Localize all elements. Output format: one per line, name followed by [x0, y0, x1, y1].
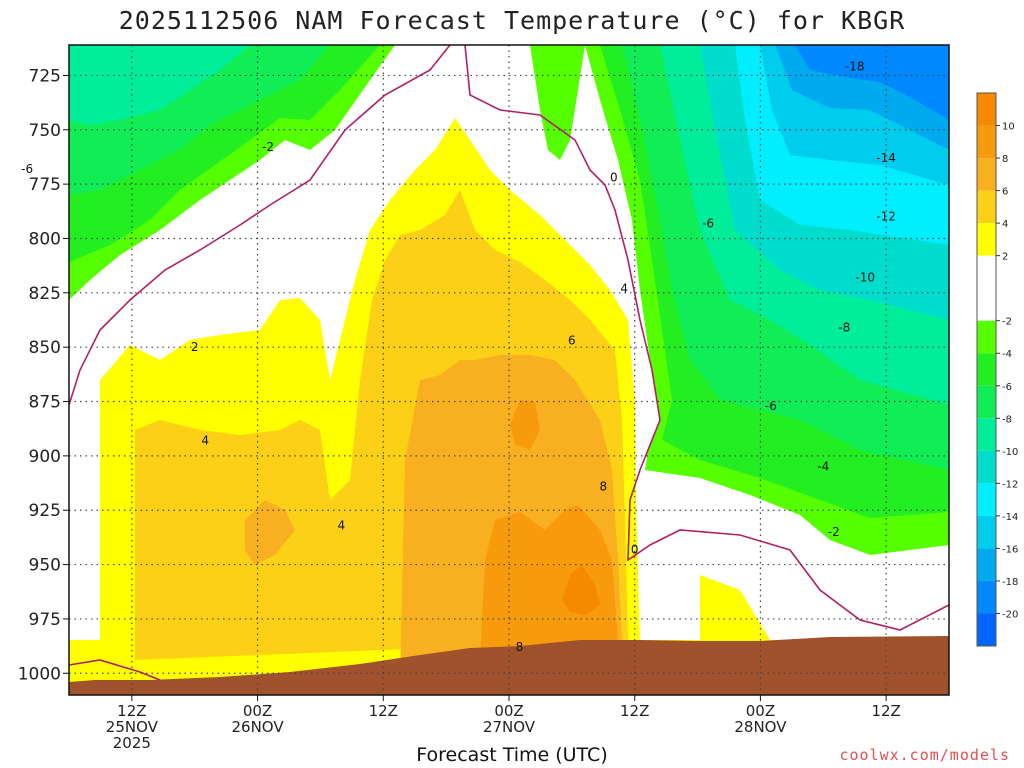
colorbar-band — [977, 125, 996, 159]
colorbar: 10 8 6 4 2 -2 -4 -6 -8 -10 -12 -14 -16 -18 -20 — [976, 92, 1018, 647]
y-tick-label: 900 — [29, 447, 61, 467]
colorbar-band — [977, 418, 996, 451]
contour-label: -14 — [876, 151, 896, 165]
colorbar-tick-label: -18 — [1002, 577, 1018, 588]
fill-plus8-b — [510, 400, 540, 450]
contour-labels: -18 -14 -12 -10 -8 -6 -6 -6 -4 -2 -2 0 0 2 4 4 4 6 8 8 — [21, 60, 896, 654]
colorbar-tick-label: -16 — [1002, 544, 1018, 555]
contour-label: 4 — [201, 434, 209, 448]
fill-plus10 — [562, 565, 600, 615]
contour-label: -6 — [702, 216, 714, 230]
y-tick-label: 1000 — [18, 664, 61, 684]
y-tick-label: 875 — [29, 393, 61, 413]
x-tick-label: 12Z — [871, 702, 900, 720]
colorbar-tick-label: 2 — [1002, 252, 1008, 263]
y-tick-label: 800 — [29, 229, 61, 249]
colorbar-band — [977, 320, 996, 354]
contour-label: -18 — [845, 60, 865, 74]
x-tick-label: 00Z — [243, 702, 272, 720]
colorbar-frame — [976, 92, 997, 647]
colorbar-band — [977, 385, 996, 419]
contour-label: -12 — [876, 210, 896, 224]
x-tick-label: 12Z — [369, 702, 398, 720]
contour-label: 2 — [191, 340, 199, 354]
y-tick-label: 750 — [29, 121, 61, 141]
y-tick-label: 850 — [29, 338, 61, 358]
x-tick-label: 12Z — [117, 702, 146, 720]
x-tick-label: 00Z — [746, 702, 775, 720]
y-tick-label: 725 — [29, 66, 61, 86]
contour-label: -10 — [855, 271, 875, 285]
contour-label: 8 — [516, 640, 524, 654]
colorbar-band — [977, 255, 996, 321]
y-tick-label: 775 — [29, 175, 61, 195]
colorbar-tick-label: 6 — [1002, 187, 1008, 198]
colorbar-band — [977, 223, 996, 256]
colorbar-tick-label: -6 — [1002, 382, 1012, 393]
fill-minus2-top — [530, 45, 585, 160]
colorbar-band — [977, 483, 996, 516]
fill-minus8-left — [69, 45, 250, 125]
x-tick-label: 28NOV — [734, 718, 787, 736]
colorbar-tick-label: 10 — [1002, 122, 1015, 133]
contour-label: 0 — [631, 542, 639, 556]
x-tick-label: 25NOV — [106, 718, 159, 736]
fill-plus8 — [480, 505, 618, 660]
colorbar-tick-label: -20 — [1002, 609, 1018, 620]
y-axis: 725 750 775 800 825 850 875 900 925 950 975 1000 — [18, 66, 69, 684]
contour-label: 0 — [610, 171, 618, 185]
colorbar-tick-label: -2 — [1002, 317, 1012, 328]
contour-fill-layer — [69, 45, 949, 695]
colorbar-band — [977, 515, 996, 549]
contour-label: -8 — [838, 321, 850, 335]
contour-label: -6 — [21, 162, 33, 176]
colorbar-tick-label: -14 — [1002, 512, 1018, 523]
contour-label: 4 — [620, 281, 628, 295]
x-tick-label: 2025 — [113, 734, 151, 752]
colorbar-band — [977, 190, 996, 224]
colorbar-tick-label: -8 — [1002, 414, 1012, 425]
x-axis-label: Forecast Time (UTC) — [416, 744, 608, 766]
colorbar-tick-label: -4 — [1002, 349, 1012, 360]
colorbar-band — [977, 548, 996, 581]
zero-isotherm — [69, 45, 949, 631]
y-tick-label: 950 — [29, 556, 61, 576]
contour-label: -2 — [262, 140, 274, 154]
fill-plus6-c — [245, 500, 295, 565]
contour-label: 4 — [338, 518, 346, 532]
credit-link[interactable]: coolwx.com/models — [839, 746, 1010, 764]
colorbar-band — [977, 613, 996, 646]
grid — [69, 45, 949, 695]
colorbar-band — [977, 580, 996, 614]
fill-minus18 — [795, 45, 949, 120]
zero-isotherm-low — [69, 659, 161, 681]
colorbar-tick-label: -12 — [1002, 479, 1018, 490]
x-tick-label: 00Z — [494, 702, 523, 720]
colorbar-tick-label: -10 — [1002, 447, 1018, 458]
x-tick-label: 26NOV — [232, 718, 285, 736]
contour-label: -4 — [817, 460, 829, 474]
contour-label: -6 — [765, 399, 777, 413]
x-tick-label: 12Z — [620, 702, 649, 720]
colorbar-band — [977, 450, 996, 484]
colorbar-tick-label: 8 — [1002, 154, 1008, 165]
y-tick-label: 925 — [29, 501, 61, 521]
x-tick-label: 27NOV — [483, 718, 536, 736]
colorbar-band — [977, 353, 996, 386]
colorbar-band — [977, 158, 996, 191]
terrain — [69, 636, 949, 695]
y-tick-label: 825 — [29, 284, 61, 304]
contour-label: 8 — [599, 479, 607, 493]
colorbar-band — [977, 93, 996, 126]
contour-label: -2 — [828, 525, 840, 539]
y-tick-label: 975 — [29, 610, 61, 630]
chart-title: 2025112506 NAM Forecast Temperature (°C)… — [118, 6, 906, 35]
contour-label: 6 — [568, 334, 576, 348]
colorbar-tick-label: 4 — [1002, 219, 1008, 230]
